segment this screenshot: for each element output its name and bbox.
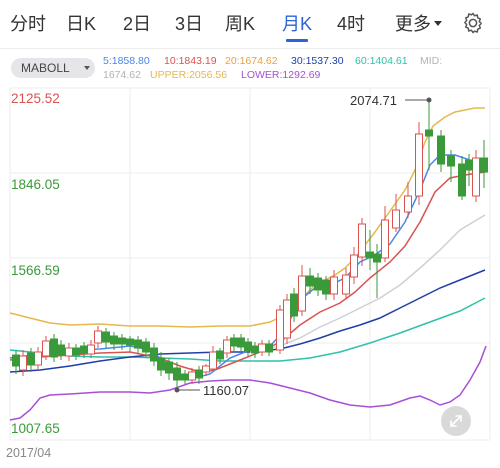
- chevron-down-icon: [84, 66, 90, 70]
- tab-3-day[interactable]: 3日: [175, 14, 204, 34]
- indicator-label: MABOLL: [21, 61, 70, 75]
- tab-timeshare[interactable]: 分时: [10, 14, 46, 34]
- boll-mid-value: 1674.62: [103, 69, 141, 81]
- high-marker: [405, 97, 432, 103]
- candlesticks: [12, 100, 488, 390]
- header-divider: [0, 48, 500, 49]
- period-tabs: 分时 日K 2日 3日 周K 月K 4时 更多: [0, 0, 500, 48]
- tab-daily-k[interactable]: 日K: [66, 14, 97, 34]
- boll-mid-label: MID:: [420, 55, 443, 67]
- expand-button[interactable]: [441, 406, 471, 436]
- low-price-annotation: 1160.07: [203, 383, 250, 398]
- tab-2-day[interactable]: 2日: [123, 14, 152, 34]
- ma60-line: [9, 297, 486, 362]
- gear-icon[interactable]: [461, 11, 485, 35]
- ma30-value: 30:1537.30: [291, 55, 344, 67]
- high-price-annotation: 2074.71: [350, 93, 397, 108]
- ma20-line: [249, 214, 486, 353]
- y-axis-max-label: 2125.52: [11, 91, 60, 106]
- tab-monthly-k[interactable]: 月K: [282, 14, 313, 34]
- tab-4-hour[interactable]: 4时: [337, 14, 366, 34]
- y-axis-label-2: 1846.05: [11, 177, 60, 192]
- indicator-selector[interactable]: MABOLL: [11, 58, 95, 78]
- boll-upper-value: UPPER:2056.56: [150, 69, 228, 81]
- y-axis-label-3: 1566.59: [11, 263, 60, 278]
- low-marker: [174, 387, 200, 393]
- y-axis-min-label: 1007.65: [11, 421, 60, 436]
- tab-weekly-k[interactable]: 周K: [225, 14, 256, 34]
- ma5-value: 5:1858.80: [103, 55, 150, 67]
- chevron-down-icon: [434, 20, 442, 26]
- ma10-value: 10:1843.19: [164, 55, 217, 67]
- tab-more-label: 更多: [395, 14, 431, 34]
- tab-more[interactable]: 更多: [395, 10, 442, 36]
- boll-lower-value: LOWER:1292.69: [241, 69, 321, 81]
- boll-lower-line: [9, 345, 487, 421]
- ma60-value: 60:1404.61: [355, 55, 408, 67]
- ma20-value: 20:1674.62: [225, 55, 278, 67]
- x-axis-start-date: 2017/04: [6, 446, 52, 460]
- ma30-line: [9, 269, 486, 373]
- expand-icon: [450, 415, 462, 427]
- boll-upper-line: [9, 107, 485, 328]
- active-tab-indicator: [286, 39, 308, 42]
